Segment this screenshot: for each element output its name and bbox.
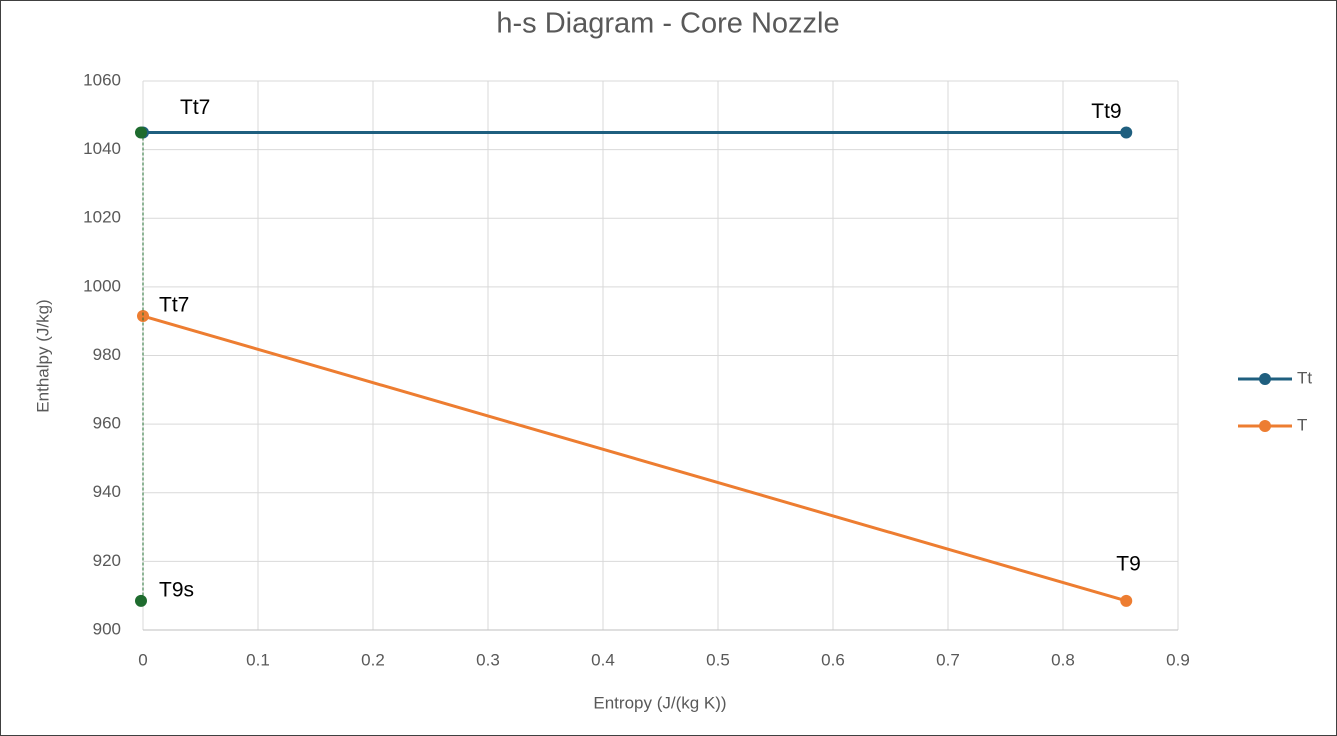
x-tick-label: 0.6 <box>821 650 845 669</box>
x-tick-label: 0 <box>138 650 147 669</box>
legend-label: Tt <box>1297 368 1312 387</box>
x-tick-label: 0.2 <box>361 650 385 669</box>
x-tick-label: 0.1 <box>246 650 270 669</box>
x-tick-label: 0.3 <box>476 650 500 669</box>
y-axis-title: Enthalpy (J/kg) <box>33 299 52 412</box>
data-label: T9s <box>159 578 194 601</box>
y-tick-label: 900 <box>93 619 121 638</box>
legend-label: T <box>1297 415 1307 434</box>
x-tick-label: 0.9 <box>1166 650 1190 669</box>
x-axis-title: Entropy (J/(kg K)) <box>593 693 726 712</box>
y-tick-label: 960 <box>93 414 121 433</box>
data-label: T9 <box>1116 552 1141 575</box>
y-tick-label: 920 <box>93 551 121 570</box>
data-point <box>1120 594 1133 607</box>
x-tick-label: 0.5 <box>706 650 730 669</box>
data-label: Tt7 <box>180 96 210 119</box>
x-tick-label: 0.8 <box>1051 650 1075 669</box>
data-point <box>1120 126 1133 139</box>
y-tick-label: 1000 <box>83 276 121 295</box>
data-label: Tt7 <box>159 294 189 317</box>
y-tick-label: 1060 <box>83 70 121 89</box>
legend-marker <box>1259 373 1271 385</box>
chart-title: h-s Diagram - Core Nozzle <box>496 8 839 40</box>
series-line <box>142 314 1127 603</box>
x-tick-label: 0.7 <box>936 650 960 669</box>
x-tick-label: 0.4 <box>591 650 615 669</box>
y-tick-label: 1020 <box>83 208 121 227</box>
y-tick-label: 1040 <box>83 139 121 158</box>
data-label: Tt9 <box>1091 100 1121 123</box>
y-tick-label: 940 <box>93 482 121 501</box>
data-point <box>137 310 149 323</box>
y-tick-label: 980 <box>93 345 121 364</box>
legend-marker <box>1259 420 1271 432</box>
data-point <box>135 594 147 607</box>
data-point <box>135 126 147 139</box>
